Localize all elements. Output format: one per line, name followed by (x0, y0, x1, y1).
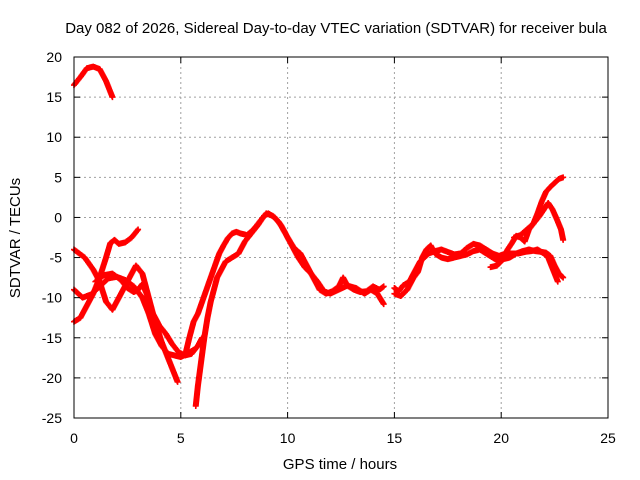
y-tick-label: -5 (50, 250, 63, 266)
series-markers (71, 63, 116, 101)
series-markers (511, 200, 567, 243)
series-arc4 (71, 246, 181, 385)
y-tick-label: 10 (46, 129, 62, 145)
series-arc11 (511, 200, 567, 243)
series-markers (391, 174, 567, 300)
series-arc7 (182, 210, 387, 359)
data-series (71, 63, 567, 409)
plot-border (73, 56, 609, 419)
axes-ticks: 0 5 10 15 20 25 -25 -20 -15 -10 -5 0 5 10 15 20 (42, 49, 616, 446)
chart-title: Day 082 of 2026, Sidereal Day-to-day VTE… (65, 20, 607, 37)
series-markers (92, 270, 206, 359)
series-arc10 (487, 246, 567, 281)
y-tick-label: -15 (42, 330, 62, 346)
series-arc8 (391, 174, 567, 300)
series-arc1 (71, 63, 116, 101)
x-tick-label: 0 (70, 430, 78, 446)
y-tick-label: -25 (42, 410, 62, 426)
series-markers (71, 246, 181, 385)
x-axis-label: GPS time / hours (283, 456, 397, 473)
x-tick-label: 10 (280, 430, 296, 446)
y-tick-label: 0 (54, 209, 62, 225)
x-tick-label: 20 (493, 430, 509, 446)
series-arc5 (92, 270, 206, 359)
y-tick-label: -10 (42, 290, 62, 306)
x-tick-label: 15 (387, 430, 403, 446)
grid-lines (74, 57, 608, 418)
y-tick-label: 15 (46, 89, 62, 105)
y-tick-label: 5 (54, 169, 62, 185)
y-axis-label: SDTVAR / TECUs (7, 178, 24, 298)
x-tick-label: 5 (177, 430, 185, 446)
y-tick-label: -20 (42, 370, 62, 386)
x-tick-label: 25 (600, 430, 616, 446)
y-tick-label: 20 (46, 49, 62, 65)
series-markers (487, 246, 567, 281)
series-markers (182, 210, 387, 359)
